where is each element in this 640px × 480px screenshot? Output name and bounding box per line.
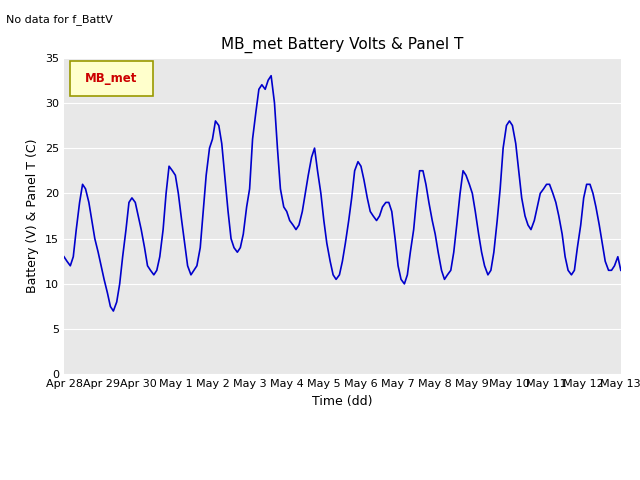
X-axis label: Time (dd): Time (dd) [312,395,372,408]
FancyBboxPatch shape [70,61,153,96]
Legend: Panel T: Panel T [294,476,391,480]
Text: MB_met: MB_met [85,72,138,84]
Title: MB_met Battery Volts & Panel T: MB_met Battery Volts & Panel T [221,37,463,53]
Text: No data for f_BattV: No data for f_BattV [6,14,113,25]
Y-axis label: Battery (V) & Panel T (C): Battery (V) & Panel T (C) [26,139,40,293]
